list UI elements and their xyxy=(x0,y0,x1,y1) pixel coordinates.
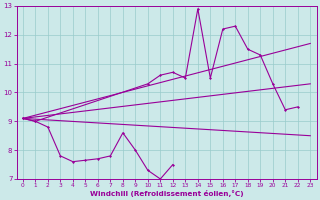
X-axis label: Windchill (Refroidissement éolien,°C): Windchill (Refroidissement éolien,°C) xyxy=(90,190,244,197)
